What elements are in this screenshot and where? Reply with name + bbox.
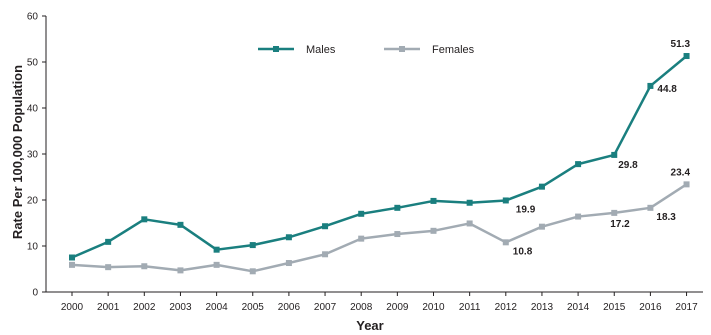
data-point-females (394, 231, 401, 238)
x-tick-label: 2014 (567, 302, 590, 313)
data-point-males (322, 223, 329, 230)
x-tick-label: 2006 (278, 302, 301, 313)
data-point-females (358, 235, 365, 242)
data-point-males (575, 161, 582, 168)
data-point-males (105, 238, 112, 245)
data-point-males (394, 204, 401, 211)
x-tick-label: 2001 (97, 302, 120, 313)
data-point-females (611, 209, 618, 216)
data-label: 51.3 (671, 39, 691, 50)
data-labels: 19.9 29.8 44.8 51.3 10.8 17.2 18.3 23.4 (513, 39, 691, 257)
data-label: 19.9 (516, 204, 536, 215)
data-point-males (430, 197, 437, 204)
data-point-females (575, 213, 582, 220)
data-point-females (466, 220, 473, 227)
y-axis-title: Rate Per 100,000 Population (10, 65, 25, 239)
data-point-males (611, 151, 618, 158)
data-point-males (177, 221, 184, 228)
x-tick-label: 2009 (386, 302, 409, 313)
data-point-females (105, 264, 112, 271)
data-point-females (322, 251, 329, 258)
data-point-males (358, 210, 365, 217)
data-point-females (249, 268, 256, 275)
data-label: 29.8 (618, 160, 638, 171)
series-line-females (71, 183, 688, 273)
x-tick-label: 2002 (133, 302, 156, 313)
x-tick-label: 2005 (242, 302, 265, 313)
data-point-females (430, 227, 437, 234)
data-point-females (647, 204, 654, 211)
data-point-males (69, 254, 75, 261)
x-tick-labels: 2000 2001 2002 2003 2004 2005 2006 2007 2008 2009… (61, 302, 698, 313)
series-markers (69, 53, 690, 275)
x-tick-label: 2013 (531, 302, 554, 313)
series-lines (71, 55, 688, 273)
y-tick-label: 30 (27, 150, 39, 161)
x-tick-label: 2011 (459, 302, 481, 313)
data-point-females (141, 263, 148, 270)
data-point-females (683, 181, 690, 188)
x-tick-label: 2012 (495, 302, 518, 313)
data-point-males (213, 246, 220, 253)
data-label: 23.4 (671, 167, 691, 178)
x-tick-label: 2007 (314, 302, 337, 313)
y-tick-label: 40 (27, 104, 39, 115)
y-tick-label: 10 (27, 242, 39, 253)
x-tick-label: 2016 (639, 302, 662, 313)
data-point-males (466, 199, 473, 206)
y-tick-label: 50 (27, 58, 39, 69)
data-point-males (285, 234, 292, 241)
data-point-females (213, 261, 220, 268)
data-label: 18.3 (656, 212, 676, 223)
legend-marker-females (399, 46, 405, 52)
series-line-males (71, 55, 688, 259)
data-point-females (69, 261, 75, 268)
data-point-males (141, 216, 148, 223)
x-tick-label: 2015 (603, 302, 626, 313)
data-point-females (502, 239, 509, 246)
data-point-females (538, 223, 545, 230)
y-tick-label: 0 (32, 288, 38, 299)
x-tick-label: 2008 (350, 302, 373, 313)
x-axis-title: Year (356, 318, 383, 333)
data-point-males (502, 197, 509, 204)
data-point-males (647, 82, 654, 89)
data-point-females (177, 267, 184, 274)
legend-label-males: Males (306, 44, 336, 56)
data-label: 10.8 (513, 246, 533, 257)
x-tick-label: 2003 (169, 302, 192, 313)
x-tick-label: 2017 (675, 302, 698, 313)
legend: Males Females (258, 44, 475, 56)
data-point-males (683, 53, 690, 60)
x-tick-label: 2004 (205, 302, 228, 313)
axes (42, 15, 703, 296)
data-point-males (249, 242, 256, 249)
data-label: 44.8 (657, 84, 677, 95)
y-tick-label: 60 (27, 12, 39, 23)
legend-label-females: Females (432, 44, 475, 56)
y-tick-labels: 0 10 20 30 40 50 60 (27, 12, 39, 299)
data-point-females (285, 260, 292, 267)
data-point-males (538, 183, 545, 190)
x-tick-label: 2010 (422, 302, 445, 313)
legend-marker-males (273, 46, 279, 52)
y-tick-label: 20 (27, 196, 39, 207)
x-tick-label: 2000 (61, 302, 84, 313)
data-label: 17.2 (610, 219, 630, 230)
